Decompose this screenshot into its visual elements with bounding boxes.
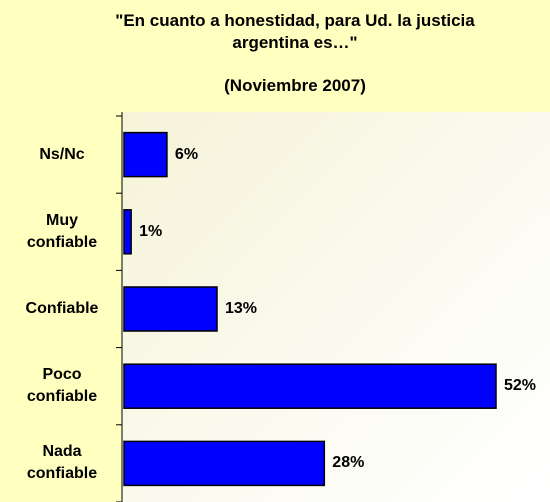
- category-label: Muy confiable: [26, 211, 98, 251]
- chart-subtitle: (Noviembre 2007): [224, 76, 366, 95]
- category-label: Nada confiable: [26, 443, 98, 483]
- category-label: Confiable: [25, 300, 99, 317]
- bar: [123, 440, 326, 487]
- value-label: 28%: [332, 454, 365, 472]
- bar: [123, 131, 168, 178]
- bar: [123, 363, 497, 409]
- value-label: 1%: [139, 222, 163, 240]
- category-label: Poco confiable: [26, 366, 98, 406]
- value-label: 52%: [504, 377, 537, 395]
- value-label: 13%: [225, 300, 258, 317]
- bar: [123, 209, 132, 255]
- category-label: Ns/Nc: [39, 145, 85, 163]
- value-label: 6%: [174, 145, 199, 163]
- chart-title: "En cuanto a honestidad, para Ud. la jus…: [115, 11, 475, 52]
- bar: [123, 286, 218, 332]
